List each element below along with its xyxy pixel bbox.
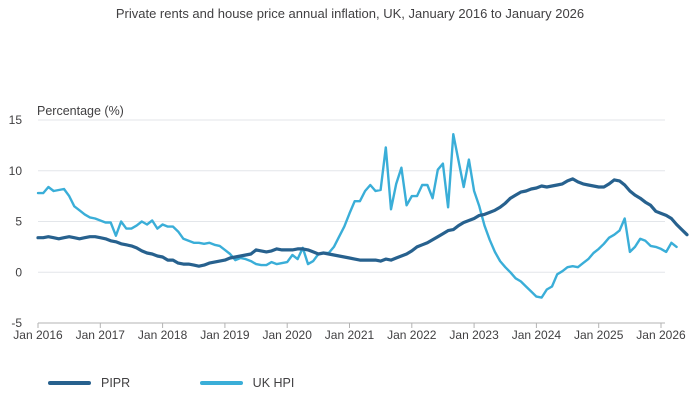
- x-tick-label: Jan 2021: [325, 328, 375, 342]
- y-axis-ticks: -5 0 5 10 15: [9, 113, 23, 330]
- x-tick-label: Jan 2025: [574, 328, 624, 342]
- series-line-pipr: [36, 177, 689, 268]
- y-tick-label: 15: [9, 113, 23, 127]
- y-tick-label: 0: [15, 265, 22, 279]
- gridlines: [38, 119, 665, 273]
- x-tick-label: Jan 2020: [263, 328, 313, 342]
- legend-swatch-pipr: [48, 381, 91, 385]
- x-tick-label: Jan 2017: [76, 328, 126, 342]
- x-tick-label: Jan 2024: [512, 328, 562, 342]
- x-tick-label: Jan 2023: [449, 328, 499, 342]
- legend-item-pipr: PIPR: [48, 376, 130, 390]
- x-axis: Jan 2016 Jan 2017 Jan 2018 Jan 2019 Jan 2020…: [13, 322, 686, 342]
- y-tick-label: -5: [11, 316, 22, 330]
- x-tick-label: Jan 2018: [138, 328, 188, 342]
- legend: PIPR UK HPI: [48, 374, 360, 390]
- y-tick-label: 10: [9, 164, 23, 178]
- series-lines: [36, 132, 689, 299]
- x-tick-label: Jan 2016: [13, 328, 63, 342]
- x-tick-label: Jan 2026: [636, 328, 686, 342]
- y-axis-label: Percentage (%): [37, 104, 124, 118]
- x-tick-label: Jan 2019: [200, 328, 250, 342]
- y-tick-label: 5: [15, 215, 22, 229]
- legend-label-pipr: PIPR: [101, 376, 131, 390]
- legend-item-uk-hpi: UK HPI: [199, 376, 295, 390]
- x-tick-label: Jan 2022: [387, 328, 437, 342]
- chart-title: Private rents and house price annual inf…: [115, 6, 585, 21]
- legend-swatch-uk-hpi: [199, 381, 243, 385]
- legend-label-uk-hpi: UK HPI: [252, 376, 295, 390]
- series-line-uk-hpi: [36, 132, 678, 299]
